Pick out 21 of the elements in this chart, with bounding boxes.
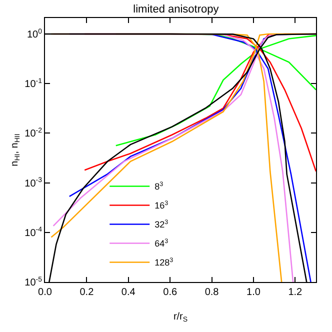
legend-label: 8$^{3}$: [154, 180, 164, 192]
chart-title: limited anisotropy: [133, 4, 220, 16]
y-tick-label: 10$^{-2}$: [24, 127, 42, 140]
x-tick-label: 0.0: [38, 287, 52, 298]
y-tick-label: 10$^{-3}$: [24, 177, 42, 190]
x-tick-label: 0.4: [121, 287, 136, 298]
line-series: [115, 34, 316, 146]
x-axis-title: r/r$_{S}$: [173, 312, 188, 324]
legend-label: 32$^{3}$: [154, 218, 169, 230]
x-tick-label: 0.2: [80, 287, 94, 298]
x-tick-label: 1.0: [246, 287, 261, 298]
x-tick-label: 0.8: [204, 287, 220, 298]
legend-label: 128$^{3}$: [154, 256, 174, 268]
y-tick-label: 10$^{0}$: [26, 28, 42, 40]
y-tick-label: 10$^{-1}$: [24, 78, 42, 90]
legend-label: 64$^{3}$: [154, 238, 169, 249]
x-tick-label: 1.2: [288, 287, 303, 298]
x-tick-label: 0.6: [163, 287, 178, 298]
y-tick-label: 10$^{-4}$: [24, 226, 42, 239]
legend-label: 16$^{3}$: [154, 200, 169, 211]
y-tick-label: 10$^{-5}$: [24, 276, 42, 288]
